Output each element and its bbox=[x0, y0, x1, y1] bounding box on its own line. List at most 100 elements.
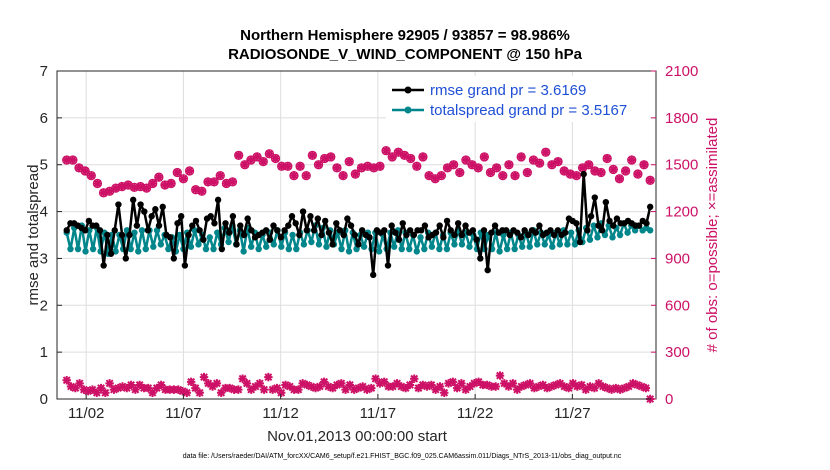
possible-obs-marker bbox=[185, 166, 194, 176]
assimilated-obs-marker bbox=[169, 385, 179, 394]
totalspread-point bbox=[293, 245, 300, 253]
assimilated-obs-marker bbox=[633, 380, 642, 390]
y-right-tick-label: 300 bbox=[665, 344, 690, 361]
assimilated-obs-marker bbox=[637, 382, 646, 391]
possible-obs-circle bbox=[270, 153, 281, 164]
possible-obs-marker bbox=[142, 183, 151, 193]
assimilated-obs-marker bbox=[216, 388, 226, 397]
assimilated-obs-marker bbox=[174, 385, 183, 394]
possible-obs-marker bbox=[584, 160, 593, 169]
totalspread-point bbox=[263, 243, 270, 250]
y-axis-left: 0 1 2 3 4 5 6 7 bbox=[40, 63, 62, 408]
rmse-point bbox=[229, 213, 237, 220]
assimilated-obs-marker bbox=[319, 377, 329, 387]
rmse-point bbox=[514, 229, 521, 236]
legend-rmse-marker bbox=[404, 86, 412, 94]
rmse-point bbox=[613, 215, 621, 222]
totalspread-point bbox=[210, 245, 217, 253]
totalspread-point bbox=[225, 238, 232, 246]
rmse-point bbox=[244, 215, 251, 222]
rmse-point bbox=[477, 255, 484, 262]
rmse-point bbox=[118, 231, 126, 239]
rmse-point bbox=[129, 196, 137, 204]
assimilated-obs-marker bbox=[397, 382, 406, 391]
possible-obs-marker bbox=[130, 183, 139, 192]
rmse-point bbox=[292, 220, 299, 227]
rmse-point bbox=[296, 231, 303, 239]
y-right-tick-label: 600 bbox=[665, 297, 690, 314]
totalspread-point bbox=[601, 231, 609, 239]
possible-obs-marker bbox=[240, 160, 250, 169]
rmse-point bbox=[358, 227, 366, 234]
rmse-point bbox=[469, 227, 477, 234]
rmse-point bbox=[336, 227, 344, 234]
x-tick-label: 11/27 bbox=[554, 405, 590, 422]
possible-obs-marker bbox=[105, 187, 114, 196]
possible-obs-marker bbox=[62, 155, 71, 165]
y-tick-label: 3 bbox=[40, 250, 48, 267]
rmse-point bbox=[96, 227, 104, 234]
possible-obs-marker bbox=[173, 168, 182, 177]
assimilated-obs-marker bbox=[379, 377, 389, 387]
totalspread-point bbox=[417, 234, 424, 241]
rmse-point bbox=[63, 227, 70, 234]
rmse-point bbox=[532, 229, 539, 236]
x-tick-label: 11/02 bbox=[68, 405, 104, 422]
rmse-point bbox=[288, 213, 296, 220]
assimilated-obs-marker bbox=[521, 380, 530, 390]
rmse-point bbox=[506, 231, 514, 239]
assimilated-obs-marker bbox=[259, 385, 269, 394]
rmse-point bbox=[447, 227, 454, 234]
possible-obs-circle bbox=[571, 170, 582, 181]
possible-obs-circle bbox=[418, 152, 428, 162]
possible-obs-marker bbox=[578, 163, 587, 173]
possible-obs-marker bbox=[480, 152, 489, 162]
totalspread-point bbox=[338, 245, 345, 253]
rmse-point bbox=[480, 227, 488, 234]
possible-obs-marker bbox=[111, 183, 121, 193]
y-axis-label: rmse and totalspread bbox=[25, 165, 42, 306]
assimilated-obs-marker bbox=[135, 380, 144, 390]
rmse-point bbox=[392, 229, 399, 236]
totalspread-point bbox=[549, 243, 556, 250]
possible-obs-circle bbox=[295, 161, 305, 171]
possible-obs-circle bbox=[479, 152, 489, 162]
assimilated-obs-marker bbox=[444, 379, 453, 388]
rmse-point bbox=[262, 227, 270, 234]
possible-obs-circle bbox=[602, 153, 612, 164]
rmse-point bbox=[525, 231, 532, 239]
rmse-point bbox=[107, 250, 115, 257]
assimilated-obs-marker bbox=[349, 385, 359, 394]
possible-obs-circle bbox=[68, 155, 78, 165]
rmse-point bbox=[562, 229, 569, 236]
assimilated-obs-marker bbox=[285, 382, 295, 391]
totalspread-point bbox=[240, 248, 247, 255]
rmse-point bbox=[436, 222, 443, 229]
possible-obs-circle bbox=[553, 156, 563, 167]
totalspread-point bbox=[511, 245, 518, 253]
rmse-point bbox=[610, 222, 617, 229]
totalspread-point bbox=[206, 234, 213, 241]
possible-obs-marker bbox=[154, 173, 164, 182]
assimilated-obs-marker bbox=[405, 380, 415, 390]
y-axis-right: 0 300 600 900 1200 1500 1800 2100 bbox=[651, 63, 698, 408]
possible-obs-circle bbox=[541, 147, 551, 157]
rmse-point bbox=[100, 262, 107, 269]
rmse-point bbox=[277, 234, 285, 241]
possible-obs-circle bbox=[289, 170, 299, 181]
assimilated-obs-marker bbox=[401, 383, 410, 393]
rmse-point bbox=[115, 201, 122, 208]
assimilated-obs-marker bbox=[195, 388, 204, 397]
possible-obs-marker bbox=[590, 166, 600, 176]
x-axis-label: Nov.01,2013 00:00:00 start bbox=[267, 428, 448, 445]
assimilated-obs-marker bbox=[208, 382, 217, 391]
totalspread-point bbox=[406, 245, 413, 253]
assimilated-obs-marker bbox=[109, 385, 119, 394]
rmse-point bbox=[484, 266, 491, 274]
possible-obs-circle bbox=[313, 160, 324, 170]
assimilated-obs-marker bbox=[474, 377, 483, 387]
assimilated-obs-marker bbox=[607, 385, 616, 394]
totalspread-point bbox=[443, 245, 451, 253]
possible-obs-marker bbox=[443, 163, 452, 173]
